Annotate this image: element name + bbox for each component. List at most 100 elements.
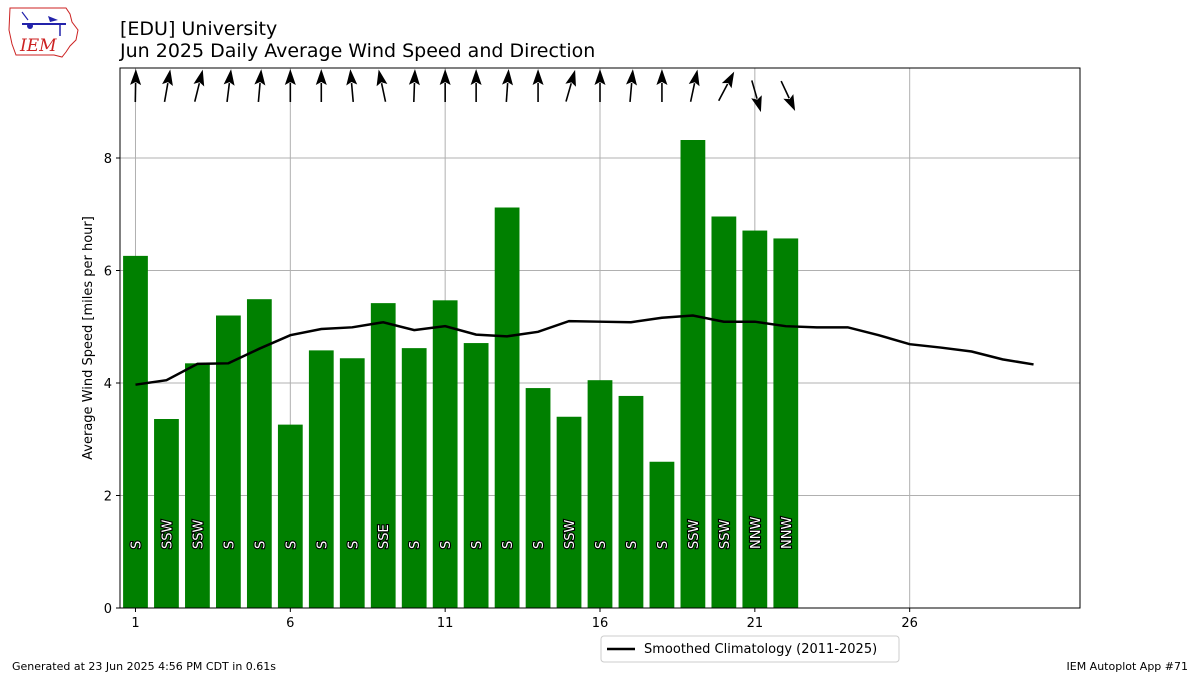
- direction-label: S: [408, 541, 423, 549]
- wind-arrow-shaft: [751, 80, 758, 99]
- direction-label: S: [501, 541, 516, 549]
- wind-arrow-head: [502, 69, 514, 86]
- wind-arrow: [223, 69, 235, 103]
- direction-label: SSW: [687, 519, 702, 549]
- x-tick-label: 6: [286, 616, 294, 631]
- wind-arrow: [656, 69, 668, 102]
- wind-arrow-head: [783, 94, 796, 111]
- wind-arrow: [532, 69, 544, 102]
- wind-arrow-head: [284, 69, 296, 85]
- direction-label: S: [284, 541, 299, 549]
- direction-label: S: [594, 541, 609, 549]
- wind-arrow-head: [223, 69, 235, 86]
- x-tick-label: 26: [901, 616, 918, 631]
- bars: [123, 140, 799, 608]
- wind-speed-bar: [185, 363, 210, 608]
- wind-arrow-shaft: [380, 83, 387, 102]
- direction-label: S: [222, 541, 237, 549]
- footer-generated: Generated at 23 Jun 2025 4:56 PM CDT in …: [12, 660, 276, 673]
- x-tick-label: 21: [747, 616, 764, 631]
- wind-arrow-head: [751, 95, 762, 113]
- wind-arrow-shaft: [257, 82, 261, 103]
- wind-arrow-head: [346, 69, 358, 86]
- wind-speed-bar: [587, 380, 613, 608]
- direction-label: NNW: [780, 517, 795, 549]
- wind-arrow-head: [376, 69, 388, 87]
- wind-arrow-shaft: [193, 83, 201, 102]
- climatology-line-layer: [135, 314, 1034, 386]
- wind-arrow: [162, 69, 173, 102]
- wind-arrow-shaft: [780, 80, 790, 99]
- x-tick-label: 16: [592, 616, 609, 631]
- direction-label: SSW: [191, 519, 206, 549]
- wind-arrow: [439, 69, 451, 102]
- wind-speed-bar: [680, 140, 706, 608]
- wind-arrow-head: [193, 69, 205, 87]
- wind-arrow: [594, 69, 606, 102]
- wind-arrow-shaft: [629, 82, 633, 103]
- wind-arrow-head: [439, 69, 451, 85]
- wind-speed-bar: [556, 416, 582, 608]
- wind-speed-bar: [154, 419, 179, 608]
- wind-arrow-shaft: [718, 83, 729, 102]
- wind-speed-bar: [308, 350, 334, 608]
- direction-label: SSW: [563, 519, 578, 549]
- wind-arrow-shaft: [163, 82, 169, 102]
- y-tick-label: 8: [104, 152, 112, 167]
- wind-arrow: [718, 71, 735, 102]
- logo-text: IEM: [19, 36, 57, 56]
- wind-arrow-head: [315, 69, 327, 85]
- direction-label: S: [470, 541, 485, 549]
- wind-arrow-head: [721, 71, 735, 89]
- wind-arrow: [626, 69, 637, 103]
- wind-arrow-head: [565, 69, 576, 87]
- wind-arrow: [346, 69, 358, 103]
- direction-label: SSW: [160, 519, 175, 549]
- wind-arrow-head: [162, 69, 173, 87]
- y-tick-label: 6: [104, 265, 112, 280]
- y-tick-label: 2: [104, 490, 112, 505]
- wind-speed-bar: [339, 358, 365, 608]
- wind-speed-bar: [649, 461, 675, 608]
- direction-label: S: [253, 541, 268, 549]
- direction-label: NNW: [749, 517, 764, 549]
- wind-arrow: [254, 69, 266, 103]
- wind-speed-bar: [432, 300, 458, 608]
- wind-arrows: [130, 69, 796, 113]
- wind-speed-bar: [463, 343, 489, 608]
- wind-arrow-head: [656, 69, 668, 85]
- wind-speed-bar: [525, 388, 551, 608]
- wind-speed-bar: [246, 299, 272, 608]
- wind-arrow-shaft: [226, 82, 231, 103]
- wind-arrow: [193, 69, 205, 102]
- y-tick-label: 0: [104, 602, 112, 617]
- legend: Smoothed Climatology (2011-2025): [600, 635, 900, 663]
- wind-speed-bar: [742, 230, 768, 608]
- legend-label: Smoothed Climatology (2011-2025): [644, 642, 877, 657]
- chart-subtitle: Jun 2025 Daily Average Wind Speed and Di…: [119, 40, 595, 62]
- x-tick-label: 11: [437, 616, 454, 631]
- direction-label: SSE: [377, 524, 392, 549]
- wind-speed-bar: [773, 238, 799, 608]
- wind-arrow-head: [130, 69, 142, 86]
- climatology-line: [135, 314, 1034, 386]
- iem-logo: IEM: [8, 7, 79, 58]
- wind-arrow: [315, 69, 327, 102]
- wind-speed-bar: [123, 255, 148, 608]
- y-axis-label: Average Wind Speed [miles per hour]: [81, 216, 96, 460]
- wind-speed-bar: [494, 207, 520, 608]
- direction-label: S: [346, 541, 361, 549]
- wind-arrow: [130, 69, 142, 103]
- wind-arrow: [502, 69, 514, 103]
- direction-labels: S SSW SSW S S S S S SSE S S S S S SSW S S S SSW SSW NNW NNW: [128, 515, 796, 550]
- wind-arrow: [751, 80, 762, 113]
- wind-arrow-shaft: [413, 82, 416, 103]
- wind-arrow-head: [254, 69, 266, 86]
- direction-label: S: [129, 541, 144, 549]
- direction-label: S: [315, 541, 330, 549]
- wind-speed-bar: [277, 424, 303, 608]
- x-tick-label: 1: [131, 616, 139, 631]
- direction-label: S: [625, 541, 640, 549]
- wind-arrow-head: [626, 69, 637, 86]
